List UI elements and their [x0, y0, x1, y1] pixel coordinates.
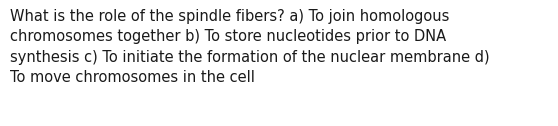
Text: What is the role of the spindle fibers? a) To join homologous
chromosomes togeth: What is the role of the spindle fibers? … — [10, 9, 490, 85]
